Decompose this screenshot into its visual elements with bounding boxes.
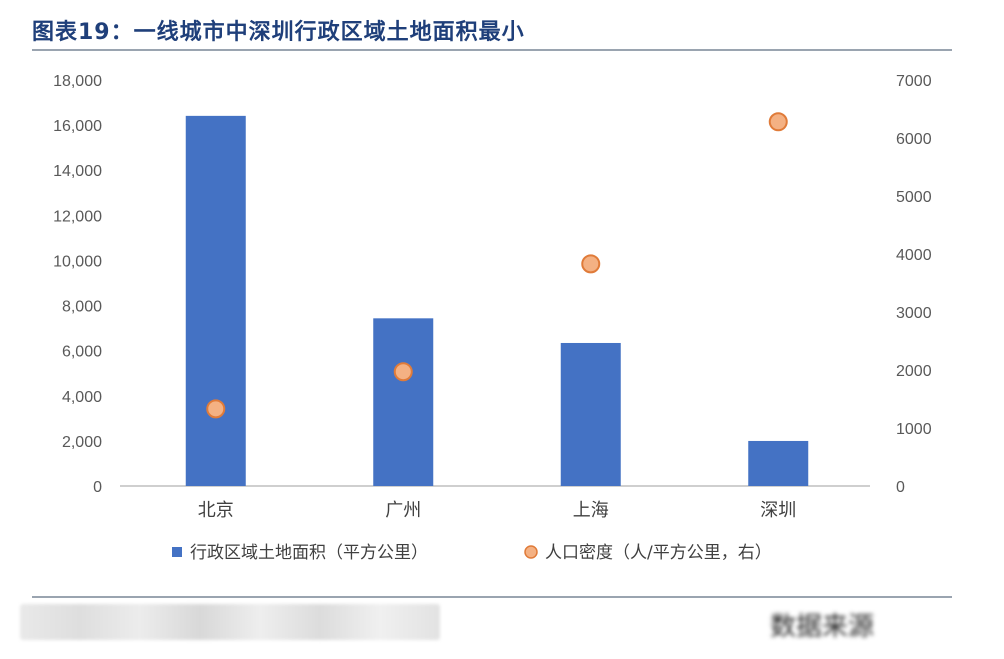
- left-tick-label: 2,000: [62, 434, 102, 451]
- right-tick-label: 6000: [896, 131, 932, 148]
- left-tick-label: 4,000: [62, 389, 102, 406]
- density-point-3: [581, 254, 601, 274]
- bar-3: [560, 342, 621, 486]
- x-axis-labels: 北京 广州 上海 深圳: [198, 500, 797, 521]
- legend-bar-label: 行政区域土地面积（平方公里）: [190, 543, 428, 563]
- right-tick-label: 0: [896, 479, 905, 496]
- chart: 0 2,000 4,000 6,000 8,000 10,000 12,000 14,000 1…: [53, 73, 932, 563]
- right-tick-label: 4000: [896, 247, 932, 264]
- left-tick-label: 0: [93, 479, 102, 496]
- x-tick-label: 北京: [198, 500, 234, 521]
- bar-4: [748, 440, 809, 486]
- left-tick-label: 8,000: [62, 299, 102, 316]
- left-tick-label: 12,000: [53, 208, 102, 225]
- left-tick-label: 10,000: [53, 253, 102, 270]
- left-axis: 0 2,000 4,000 6,000 8,000 10,000 12,000 14,000 1…: [53, 73, 102, 496]
- bar-series: [185, 115, 809, 486]
- right-tick-label: 5000: [896, 189, 932, 206]
- legend-bar-swatch: [172, 547, 182, 557]
- title-divider: [32, 49, 952, 51]
- left-tick-label: 16,000: [53, 118, 102, 135]
- density-series: [206, 112, 788, 419]
- density-point-2: [393, 362, 413, 382]
- legend: 行政区域土地面积（平方公里） 人口密度（人/平方公里，右）: [172, 543, 772, 563]
- right-tick-label: 1000: [896, 421, 932, 438]
- x-tick-label: 广州: [385, 500, 421, 521]
- left-tick-label: 14,000: [53, 163, 102, 180]
- right-tick-label: 7000: [896, 73, 932, 90]
- bar-1: [185, 115, 246, 486]
- left-tick-label: 6,000: [62, 344, 102, 361]
- legend-dot-swatch: [524, 545, 538, 559]
- x-tick-label: 深圳: [760, 500, 796, 521]
- right-axis: 0 1000 2000 3000 4000 5000 6000 7000: [896, 73, 932, 496]
- left-tick-label: 18,000: [53, 73, 102, 90]
- blurred-source-watermark: 数据来源: [770, 612, 875, 642]
- density-point-1: [206, 399, 226, 419]
- bar-2: [373, 318, 434, 486]
- density-point-4: [768, 112, 788, 132]
- page-title: 图表19：一线城市中深圳行政区域土地面积最小: [32, 20, 525, 45]
- right-tick-label: 2000: [896, 363, 932, 380]
- legend-dot-label: 人口密度（人/平方公里，右）: [545, 543, 772, 563]
- footer-divider: [32, 596, 952, 598]
- x-tick-label: 上海: [573, 500, 609, 521]
- right-tick-label: 3000: [896, 305, 932, 322]
- blurred-source-note: [20, 604, 440, 640]
